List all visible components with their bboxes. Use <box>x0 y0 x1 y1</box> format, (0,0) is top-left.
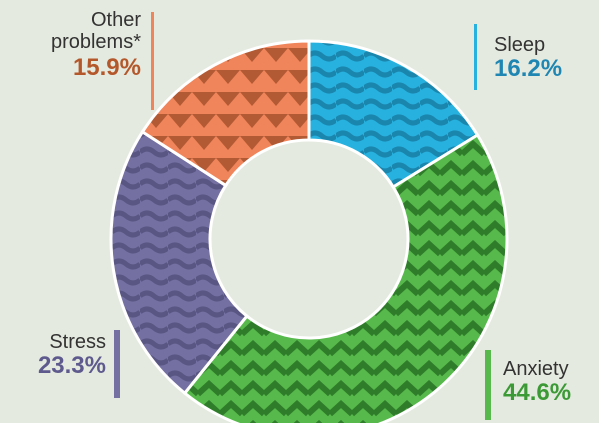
sleep-name: Sleep <box>494 34 546 56</box>
stress-label: Stress 23.3% <box>38 331 106 379</box>
other-value: 15.9% <box>72 54 141 81</box>
stress-value: 23.3% <box>37 352 106 379</box>
anxiety-leader-bar <box>485 350 491 420</box>
sleep-label: Sleep 16.2% <box>494 34 562 82</box>
other-name-line-2: problems* <box>50 31 141 53</box>
donut-slices <box>109 39 509 423</box>
anxiety-value: 44.6% <box>503 379 572 406</box>
other-leader-bar <box>151 12 154 110</box>
anxiety-label: Anxiety 44.6% <box>503 358 571 406</box>
slice-stress <box>109 129 249 396</box>
anxiety-name: Anxiety <box>503 358 569 380</box>
stress-name: Stress <box>49 331 106 353</box>
other-name-line-1: Other <box>90 9 141 31</box>
sleep-value: 16.2% <box>494 55 563 82</box>
slice-other-problems <box>140 39 311 188</box>
other-label: Other problems* 15.9% <box>51 9 141 81</box>
slice-sleep <box>307 39 480 190</box>
stress-leader-bar <box>114 330 120 398</box>
sleep-leader-bar <box>474 24 477 90</box>
slice-anxiety <box>182 132 509 423</box>
